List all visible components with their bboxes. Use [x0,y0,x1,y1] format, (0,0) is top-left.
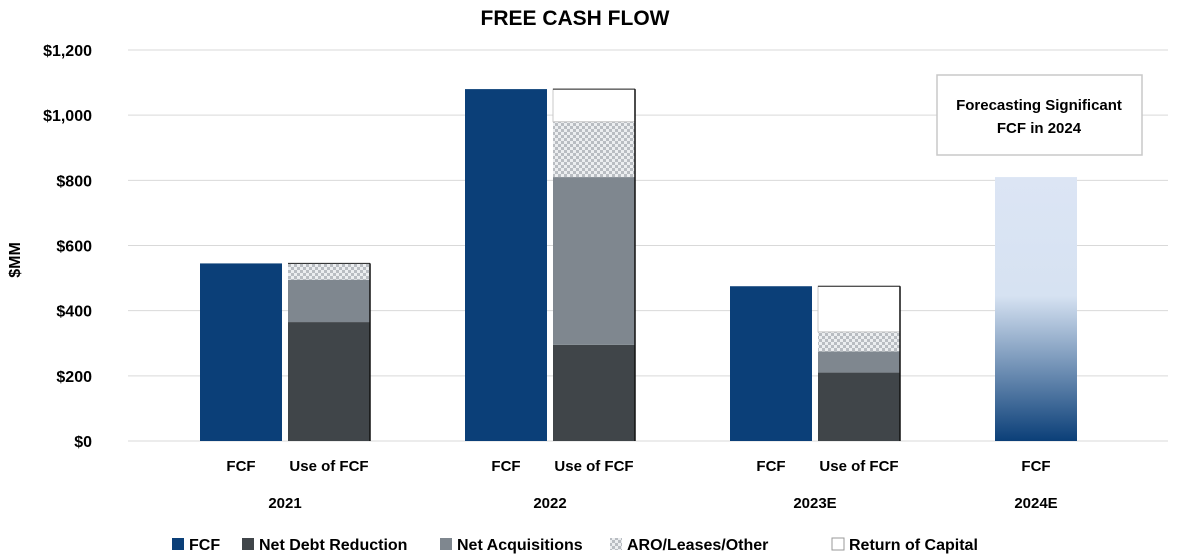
legend-swatch-net-debt-reduction [242,538,254,550]
legend-swatch-net-acquisitions [440,538,452,550]
bars [200,88,1077,441]
legend-swatch-fcf [172,538,184,550]
legend-label-fcf: FCF [189,537,220,554]
bar-segment-2021-fcf-fcf [200,263,282,441]
group-label: 2023E [793,495,836,512]
bar-label: FCF [226,458,255,475]
x-axis-labels: FCF Use of FCF 2021 FCF Use of FCF 2022 FCF Use… [226,458,1057,512]
annotation-box: Forecasting Significant FCF in 2024 [936,74,1143,156]
y-axis-label: $MM [7,242,24,278]
bar-segment-2023e-use-of-fcf-return-of-capital [817,285,901,333]
bar-segment-2023e-use-of-fcf-aro-leases-other [818,331,900,352]
bar-segment-2021-use-of-fcf-net-acquisitions [288,279,370,323]
y-tick-label: $600 [56,239,92,256]
y-tick-label: $800 [56,173,92,190]
y-tick-label: $1,000 [43,108,92,125]
y-tick-label: $1,200 [43,43,92,60]
group-label: 2021 [268,495,301,512]
bar-label: Use of FCF [289,458,368,475]
legend: FCF Net Debt Reduction Net Acquisitions ARO… [172,537,978,554]
bar-segment-2023e-use-of-fcf-net-debt-reduction [818,372,900,441]
bar-segment-2023e-use-of-fcf-net-acquisitions [818,351,900,373]
bar-segment-2022-use-of-fcf-return-of-capital [552,88,636,123]
legend-label-net-acquisitions: Net Acquisitions [457,537,583,554]
legend-swatch-return-of-capital [831,537,845,551]
y-tick-labels: $0 $200 $400 $600 $800 $1,000 $1,200 [43,43,92,451]
bar-segment-2022-fcf-fcf [465,89,547,441]
group-label: 2022 [533,495,566,512]
bar-segment-2023e-fcf-fcf [730,286,812,441]
bar-segment-2022-use-of-fcf-net-debt-reduction [553,344,635,441]
bar-segment-2021-use-of-fcf-aro-leases-other [288,263,370,280]
bar-label: FCF [491,458,520,475]
y-tick-label: $0 [74,434,92,451]
group-label: 2024E [1014,495,1057,512]
legend-label-net-debt-reduction: Net Debt Reduction [259,537,407,554]
bar-segment-2022-use-of-fcf-aro-leases-other [553,121,635,178]
chart-title: FREE CASH FLOW [481,7,670,30]
annotation-text: Forecasting Significant FCF in 2024 [956,97,1122,137]
bar-segment-2022-use-of-fcf-net-acquisitions [553,177,635,345]
y-tick-label: $200 [56,369,92,386]
legend-label-return-of-capital: Return of Capital [849,537,978,554]
bar-segment-2021-use-of-fcf-net-debt-reduction [288,322,370,441]
y-tick-label: $400 [56,304,92,321]
legend-swatch-aro-leases-other [610,538,622,550]
legend-label-aro-leases-other: ARO/Leases/Other [627,537,768,554]
bar-label: FCF [756,458,785,475]
bar-label: Use of FCF [819,458,898,475]
bar-segment-2024e-fcf-fcf [995,177,1077,441]
bar-label: Use of FCF [554,458,633,475]
bar-label: FCF [1021,458,1050,475]
